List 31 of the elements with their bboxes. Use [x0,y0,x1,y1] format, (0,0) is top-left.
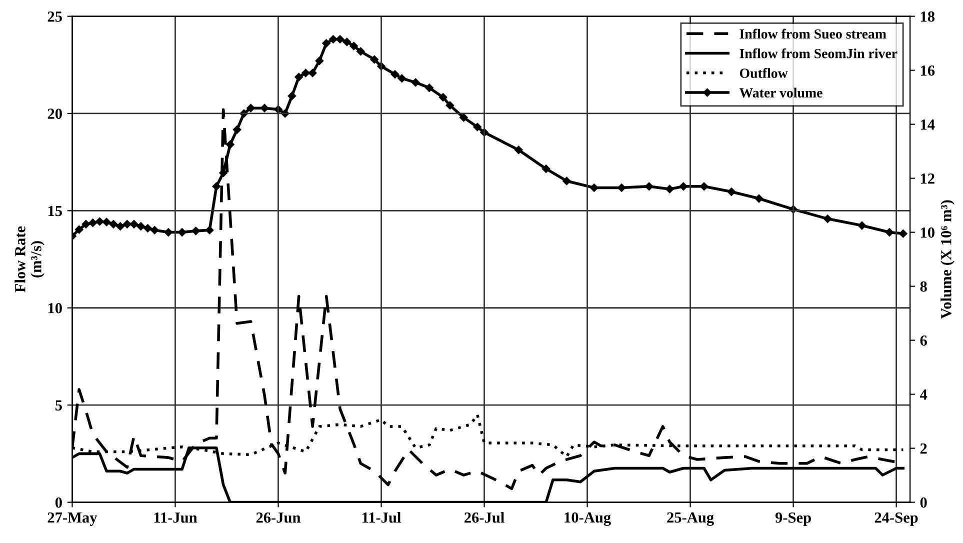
legend-label: Inflow from SeomJin river [740,48,898,58]
y-tick-label: 0 [55,497,62,508]
x-tick-label: 11-Jul [362,512,401,523]
legend-label: Water volume [739,88,822,98]
x-tick-label: 26-Jul [464,512,504,523]
y2-tick-label: 14 [920,120,935,130]
x-tick-label: 25-Aug [667,512,714,526]
y2-tick-label: 10 [920,227,934,238]
x-tick-label: 10-Aug [564,512,611,526]
y2-tick-label: 12 [920,173,934,184]
y-axis-title: Flow Rate (m³/s) [14,226,44,292]
y2-tick-label: 4 [920,390,928,400]
legend-label: Outflow [740,68,788,78]
y-tick-label: 25 [48,11,62,22]
y2-tick-label: 16 [920,65,935,76]
y2-tick-label: 2 [920,443,927,454]
y2-tick-label: 0 [920,497,927,508]
x-tick-label: 11-Jun [154,512,198,523]
legend-label: Inflow from Sueo stream [740,28,886,39]
x-tick-label: 24-Sep [874,512,918,526]
y-tick-label: 20 [48,108,62,119]
x-tick-label: 9-Sep [775,512,811,526]
y-tick-label: 5 [55,400,62,411]
y-tick-label: 15 [48,206,62,216]
y2-axis-title: Volume (X 10⁶ m³) [940,200,954,319]
y-tick-label: 10 [48,303,62,314]
y2-tick-label: 6 [920,335,927,346]
y2-tick-label: 18 [920,11,935,22]
x-tick-label: 26-Jun [256,512,301,523]
x-tick-label: 27-May [48,512,98,526]
y2-tick-label: 8 [920,281,927,292]
